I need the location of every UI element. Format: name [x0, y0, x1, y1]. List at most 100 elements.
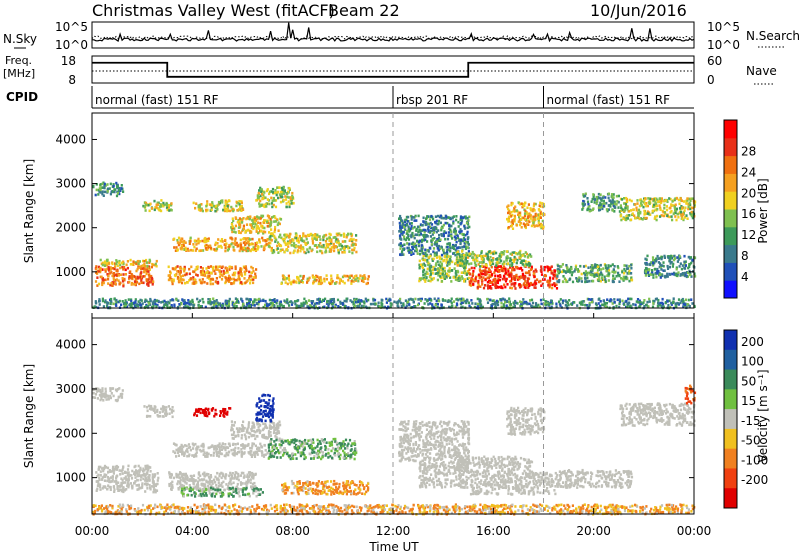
scatter-cell — [407, 216, 409, 219]
scatter-cell — [630, 209, 632, 212]
scatter-cell — [687, 197, 689, 200]
scatter-cell — [264, 197, 266, 200]
scatter-cell — [301, 237, 303, 240]
scatter-cell — [282, 274, 284, 277]
scatter-cell — [658, 257, 660, 260]
scatter-cell — [255, 276, 257, 279]
scatter-cell — [128, 275, 130, 278]
scatter-cell — [652, 210, 654, 213]
scatter-cell — [187, 281, 189, 284]
scatter-cell — [265, 243, 267, 246]
scatter-cell — [673, 297, 675, 300]
scatter-cell — [489, 281, 491, 284]
scatter-cell — [424, 302, 426, 305]
scatter-cell — [565, 281, 567, 284]
scatter-cell — [347, 279, 349, 282]
scatter-cell — [248, 302, 250, 305]
scatter-cell — [527, 216, 529, 219]
scatter-cell — [439, 261, 441, 264]
scatter-cell — [112, 191, 114, 194]
scatter-cell — [253, 276, 255, 279]
scatter-cell — [237, 272, 239, 275]
scatter-cell — [287, 283, 289, 286]
scatter-cell — [506, 304, 508, 307]
scatter-cell — [115, 299, 117, 302]
scatter-cell — [448, 216, 450, 219]
scatter-cell — [426, 223, 428, 226]
scatter-cell — [408, 225, 410, 228]
scatter-cell — [348, 250, 350, 253]
scatter-cell — [472, 256, 474, 259]
scatter-cell — [429, 302, 431, 305]
scatter-cell — [288, 275, 290, 278]
scatter-cell — [205, 244, 207, 247]
scatter-cell — [624, 206, 626, 209]
scatter-cell — [355, 239, 357, 242]
scatter-cell — [502, 278, 504, 281]
scatter-cell — [441, 217, 443, 220]
scatter-cell — [487, 258, 489, 261]
scatter-cell — [268, 203, 270, 206]
scatter-cell — [316, 279, 318, 282]
scatter-cell — [656, 215, 658, 218]
scatter-cell — [614, 203, 616, 206]
scatter-cell — [363, 305, 365, 308]
scatter-cell — [322, 239, 324, 242]
scatter-cell — [652, 273, 654, 276]
scatter-cell — [113, 272, 115, 275]
scatter-cell — [178, 280, 180, 283]
scatter-cell — [669, 273, 671, 276]
scatter-cell — [461, 246, 463, 249]
scatter-cell — [307, 251, 309, 254]
scatter-cell — [571, 271, 573, 274]
scatter-cell — [631, 200, 633, 203]
scatter-cell — [688, 206, 690, 209]
scatter-cell — [514, 287, 516, 290]
scatter-cell — [200, 209, 202, 212]
scatter-cell — [451, 269, 453, 272]
scatter-cell — [687, 303, 689, 306]
scatter-cell — [613, 298, 615, 301]
noise-lines — [92, 23, 694, 41]
scatter-cell — [501, 298, 503, 301]
scatter-cell — [277, 247, 279, 250]
scatter-cell — [166, 304, 168, 307]
scatter-cell — [234, 242, 236, 245]
scatter-cell — [430, 222, 432, 225]
scatter-cell — [92, 185, 94, 188]
scatter-cell — [623, 197, 625, 200]
scatter-cell — [584, 195, 586, 198]
scatter-cell — [160, 199, 162, 202]
scatter-cell — [562, 263, 564, 266]
scatter-cell — [522, 217, 524, 220]
scatter-cell — [253, 300, 255, 303]
scatter-cell — [630, 272, 632, 275]
scatter-cell — [265, 240, 267, 243]
scatter-cell — [489, 286, 491, 289]
scatter-cell — [199, 204, 201, 207]
scatter-cell — [149, 210, 151, 213]
scatter-cell — [492, 253, 494, 256]
scatter-cell — [353, 238, 355, 241]
scatter-cell — [260, 204, 262, 207]
scatter-cell — [334, 282, 336, 285]
scatter-cell — [648, 274, 650, 277]
scatter-cell — [675, 212, 677, 215]
scatter-cell — [316, 234, 318, 237]
nsearch-tick-high: 10^5 — [707, 20, 740, 34]
scatter-cell — [594, 201, 596, 204]
scatter-cell — [115, 274, 117, 277]
scatter-cell — [532, 302, 534, 305]
scatter-cell — [643, 299, 645, 302]
scatter-cell — [111, 284, 113, 287]
scatter-cell — [429, 266, 431, 269]
scatter-cell — [211, 201, 213, 204]
scatter-cell — [487, 284, 489, 287]
scatter-cell — [418, 280, 420, 283]
scatter-cell — [211, 209, 213, 212]
scatter-cell — [180, 267, 182, 270]
scatter-cell — [147, 469, 149, 472]
scatter-cell — [271, 249, 273, 252]
scatter-cell — [506, 218, 508, 221]
scatter-cell — [453, 276, 455, 279]
